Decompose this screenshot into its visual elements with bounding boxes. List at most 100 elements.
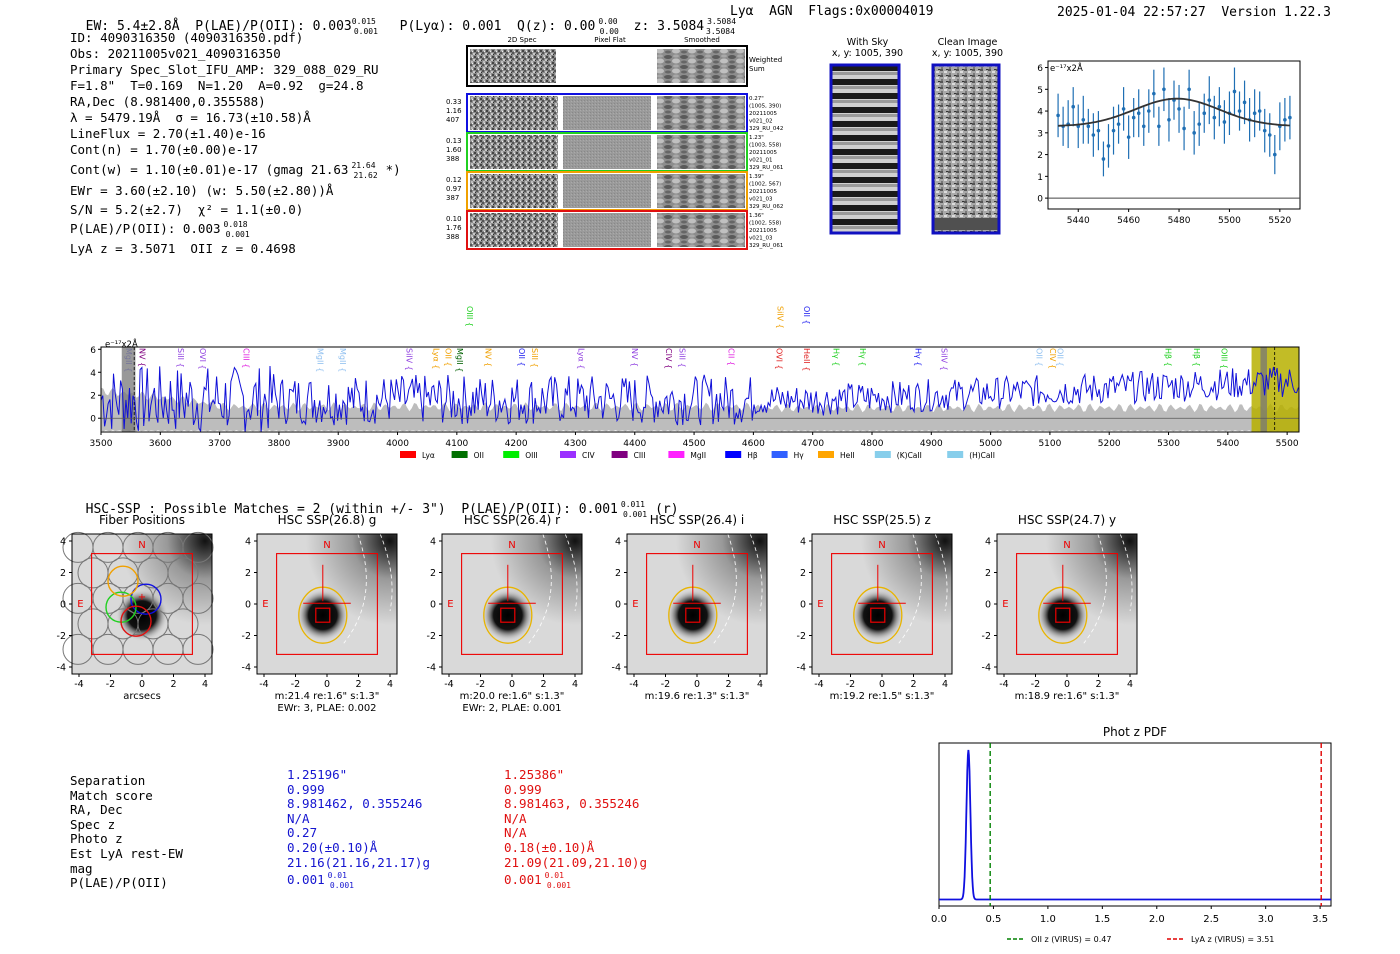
hsc-panel: HSC SSP(26.4) r N E -4 -4 -2 -2 0 0 2 2 4 4 m:20.0 re… [427, 513, 583, 714]
y-tick-label: 4 [430, 537, 436, 548]
x-tick-label: 0 [139, 679, 145, 690]
data-point [1207, 98, 1212, 102]
x-tick-label: -2 [1031, 679, 1040, 690]
x-tick-label: -4 [999, 679, 1008, 690]
compass-north: N [1063, 540, 1070, 551]
y-tick-label: 2 [430, 568, 436, 579]
legend-label: OIII [525, 451, 538, 460]
hsc-panel-title: HSC SSP(24.7) y [1018, 513, 1116, 527]
spec2d-row-right-label: (1003, 558) [749, 143, 781, 149]
match-red-value: N/A [504, 810, 527, 826]
legend-label: (K)CaII [897, 451, 922, 460]
hsc-panels: Fiber Positions + N E -4 -4 -2 -2 0 0 2 2 4 4 arcsecs H… [40, 512, 1160, 731]
y-tick-label: 4 [90, 369, 96, 379]
x-tick-label: 5400 [1216, 439, 1239, 449]
hsc-panel: HSC SSP(26.8) g N E -4 -4 -2 -2 0 0 2 2 4 4 m:21.4 re… [242, 513, 398, 714]
x-tick-label: 2 [910, 679, 916, 690]
weighted-sum-label-2: Sum [749, 65, 765, 73]
x-tick-label: 0.0 [931, 914, 947, 925]
header-plae-sub: 0.001 [353, 27, 378, 36]
x-tick-label: -4 [444, 679, 453, 690]
spec2d-row-right-label: v021_03 [749, 197, 773, 203]
data-point [1106, 144, 1111, 148]
fov-box [461, 553, 563, 655]
emission-line-label: SiIV { [939, 348, 948, 371]
y-tick-label: -2 [612, 631, 621, 642]
hsc-panel-xlabel: m:18.9 re:1.6" s:1.3" [1015, 691, 1120, 702]
legend-swatch [771, 451, 788, 458]
spec2d-row-left-label: 0.13 [446, 137, 462, 145]
x-tick-label: -2 [476, 679, 485, 690]
x-tick-label: 2 [540, 679, 546, 690]
fiber-orange [107, 565, 139, 597]
x-tick-label: 3.0 [1258, 914, 1274, 925]
weighted-sum-label-1: Weighted [749, 56, 782, 64]
info-line: RA,Dec (8.981400,0.355588) [70, 94, 266, 109]
fov-box [646, 553, 748, 655]
y-tick-label: -4 [982, 663, 991, 674]
legend-swatch [725, 451, 742, 458]
fit-window-highlight [1251, 347, 1299, 432]
legend-label: CIV [582, 451, 595, 460]
data-point [1212, 115, 1217, 120]
legend-label: LyA z (VIRUS) = 3.51 [1191, 935, 1274, 944]
fiber-circle [167, 608, 199, 640]
match-blue-value: 0.27 [287, 825, 318, 841]
emission-line-label: CIII { [241, 348, 250, 368]
hsc-panel-xlabel: arcsecs [123, 691, 161, 702]
x-tick-label: 2 [355, 679, 361, 690]
y-tick-label: -2 [427, 631, 436, 642]
y-tick-label: -4 [242, 663, 251, 674]
spec2d-row-left-label: 0.97 [446, 185, 462, 193]
header-timestamp: 2025-01-04 22:57:27 Version 1.22.3 [1057, 5, 1331, 20]
with-sky-title: With Sky [846, 37, 889, 48]
match-red-plae: 0.001 0.010.001 [504, 871, 571, 891]
spec2d-row-right-label: 329_RU_061 [749, 165, 783, 171]
data-point [1152, 91, 1156, 96]
x-tick-label: 4300 [564, 439, 587, 449]
compass-east: E [817, 599, 823, 610]
emission-line-label: OII { [1034, 348, 1043, 367]
aperture-arc [564, 533, 578, 612]
info-line: ID: 4090316350 (4090316350.pdf) [70, 30, 304, 45]
spec2d-row-right-label: 20211005 [749, 228, 777, 234]
x-tick-label: 0 [879, 679, 885, 690]
fov-box [276, 553, 378, 655]
aperture-arc [1119, 533, 1133, 612]
photz-svg: Phot z PDF 0.0 0.5 1.0 1.5 2.0 2.5 3.0 3.5 OII z … [931, 725, 1332, 944]
spec2d-row-right-label: 20211005 [749, 189, 777, 195]
info-line: EWr = 3.60(±2.10) (w: 5.50(±2.80))Å [70, 183, 334, 198]
x-tick-label: 5520 [1268, 216, 1291, 226]
emission-line-label: Lyα { [432, 348, 441, 369]
data-point [1177, 107, 1181, 111]
spec2d-row-right-label: 329_RU_062 [749, 204, 783, 210]
match-red-value: 1.25386" [504, 767, 565, 782]
with-sky-xy: x, y: 1005, 390 [831, 48, 904, 59]
x-tick-label: 5300 [1157, 439, 1180, 449]
hsc-sub: 0.001 [622, 510, 648, 519]
hsc-panel: HSC SSP(25.5) z N E -4 -4 -2 -2 0 0 2 2 4 4 m:19.2 re… [797, 513, 953, 702]
data-point [1192, 131, 1196, 135]
spec2d-row-right-label: 1.39" [749, 174, 764, 180]
photz-frame [938, 742, 1332, 907]
smoothed-cutout [657, 96, 745, 130]
pixel-flat-cutout [563, 135, 651, 169]
y-tick-label: -2 [982, 631, 991, 642]
emission-line-label: NV { [138, 348, 147, 367]
data-point [1162, 87, 1166, 92]
data-point [1182, 126, 1186, 131]
emission-line-label: OII { [517, 348, 526, 367]
data-point [1202, 111, 1207, 116]
x-tick-label: -4 [74, 679, 83, 690]
data-point [1101, 157, 1106, 161]
x-tick-label: -2 [291, 679, 300, 690]
data-point [1147, 109, 1151, 113]
pixel-flat-cutout [563, 174, 651, 208]
emission-line-label: MgII { [455, 348, 464, 372]
y-tick-label: 2 [90, 392, 96, 402]
compass-east: E [447, 599, 453, 610]
data-point [1121, 107, 1126, 111]
x-tick-label: 0 [1064, 679, 1070, 690]
x-tick-label: 5480 [1168, 216, 1191, 226]
data-point [1056, 113, 1060, 118]
